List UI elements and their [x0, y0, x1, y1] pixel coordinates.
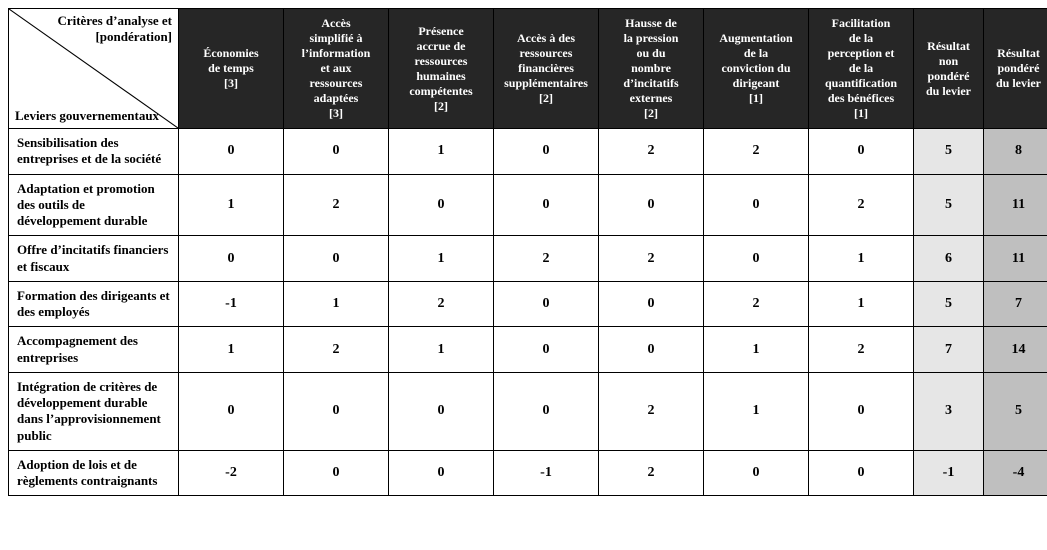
result-weighted-cell: -4 — [984, 450, 1047, 496]
result-unweighted-cell: 6 — [914, 236, 984, 282]
criteria-header: Accès simplifié à l’information et aux r… — [284, 9, 389, 129]
corner-header: Critères d’analyse et [pondération] Levi… — [9, 9, 179, 129]
row-label: Intégration de critères de développement… — [9, 372, 179, 450]
score-cell: 0 — [809, 372, 914, 450]
result-unweighted-cell: 5 — [914, 174, 984, 236]
criteria-header: Économies de temps [3] — [179, 9, 284, 129]
result-weighted-cell: 5 — [984, 372, 1047, 450]
result-unweighted-cell: 5 — [914, 281, 984, 327]
analysis-table: Critères d’analyse et [pondération] Levi… — [8, 8, 1047, 496]
criteria-header: Augmentation de la conviction du dirigea… — [704, 9, 809, 129]
score-cell: 0 — [704, 174, 809, 236]
score-cell: 0 — [809, 450, 914, 496]
score-cell: 0 — [494, 327, 599, 373]
score-cell: -1 — [179, 281, 284, 327]
score-cell: 2 — [599, 372, 704, 450]
criteria-header: Hausse de la pression ou du nombre d’inc… — [599, 9, 704, 129]
criteria-header: Accès à des ressources financières suppl… — [494, 9, 599, 129]
score-cell: 0 — [494, 174, 599, 236]
result-unweighted-cell: -1 — [914, 450, 984, 496]
score-cell: 0 — [704, 450, 809, 496]
score-cell: 1 — [809, 281, 914, 327]
row-label: Sensibilisation des entreprises et de la… — [9, 129, 179, 175]
score-cell: 1 — [704, 327, 809, 373]
row-label: Offre d’incitatifs financiers et fiscaux — [9, 236, 179, 282]
score-cell: 1 — [389, 236, 494, 282]
score-cell: 1 — [389, 327, 494, 373]
score-cell: 2 — [284, 174, 389, 236]
table-row: Adaptation et promotion des outils de dé… — [9, 174, 1047, 236]
score-cell: -2 — [179, 450, 284, 496]
row-label: Adoption de lois et de règlements contra… — [9, 450, 179, 496]
score-cell: 0 — [179, 129, 284, 175]
table-row: Sensibilisation des entreprises et de la… — [9, 129, 1047, 175]
score-cell: -1 — [494, 450, 599, 496]
score-cell: 0 — [494, 129, 599, 175]
score-cell: 0 — [179, 236, 284, 282]
score-cell: 1 — [179, 174, 284, 236]
score-cell: 0 — [494, 372, 599, 450]
table-row: Intégration de critères de développement… — [9, 372, 1047, 450]
row-label: Formation des dirigeants et des employés — [9, 281, 179, 327]
score-cell: 2 — [704, 129, 809, 175]
corner-top-label: Critères d’analyse et [pondération] — [9, 13, 172, 46]
score-cell: 2 — [704, 281, 809, 327]
table-row: Accompagnement des entreprises1210012714 — [9, 327, 1047, 373]
score-cell: 2 — [599, 450, 704, 496]
table-row: Offre d’incitatifs financiers et fiscaux… — [9, 236, 1047, 282]
score-cell: 1 — [179, 327, 284, 373]
score-cell: 2 — [599, 129, 704, 175]
result-unweighted-cell: 7 — [914, 327, 984, 373]
score-cell: 0 — [599, 174, 704, 236]
score-cell: 2 — [284, 327, 389, 373]
score-cell: 2 — [599, 236, 704, 282]
row-label: Adaptation et promotion des outils de dé… — [9, 174, 179, 236]
table-body: Sensibilisation des entreprises et de la… — [9, 129, 1047, 496]
score-cell: 0 — [599, 327, 704, 373]
criteria-header: Présence accrue de ressources humaines c… — [389, 9, 494, 129]
table-row: Formation des dirigeants et des employés… — [9, 281, 1047, 327]
result-unweighted-cell: 5 — [914, 129, 984, 175]
score-cell: 2 — [809, 174, 914, 236]
result-weighted-cell: 14 — [984, 327, 1047, 373]
score-cell: 0 — [284, 129, 389, 175]
result-unweighted-cell: 3 — [914, 372, 984, 450]
score-cell: 2 — [389, 281, 494, 327]
result-weighted-cell: 8 — [984, 129, 1047, 175]
score-cell: 0 — [389, 372, 494, 450]
result-weighted-cell: 11 — [984, 174, 1047, 236]
score-cell: 1 — [704, 372, 809, 450]
score-cell: 1 — [809, 236, 914, 282]
score-cell: 0 — [599, 281, 704, 327]
corner-bottom-label: Leviers gouvernementaux — [15, 108, 159, 124]
score-cell: 0 — [284, 372, 389, 450]
header-row: Critères d’analyse et [pondération] Levi… — [9, 9, 1047, 129]
result-weighted-cell: 7 — [984, 281, 1047, 327]
result-weighted-header: Résultat pondéré du levier — [984, 9, 1047, 129]
score-cell: 0 — [389, 174, 494, 236]
score-cell: 1 — [389, 129, 494, 175]
row-label: Accompagnement des entreprises — [9, 327, 179, 373]
score-cell: 0 — [494, 281, 599, 327]
score-cell: 0 — [284, 236, 389, 282]
criteria-header: Facilitation de la perception et de la q… — [809, 9, 914, 129]
score-cell: 0 — [179, 372, 284, 450]
score-cell: 2 — [494, 236, 599, 282]
score-cell: 2 — [809, 327, 914, 373]
table-row: Adoption de lois et de règlements contra… — [9, 450, 1047, 496]
score-cell: 0 — [704, 236, 809, 282]
score-cell: 0 — [809, 129, 914, 175]
score-cell: 0 — [284, 450, 389, 496]
result-unweighted-header: Résultat non pondéré du levier — [914, 9, 984, 129]
score-cell: 1 — [284, 281, 389, 327]
score-cell: 0 — [389, 450, 494, 496]
result-weighted-cell: 11 — [984, 236, 1047, 282]
